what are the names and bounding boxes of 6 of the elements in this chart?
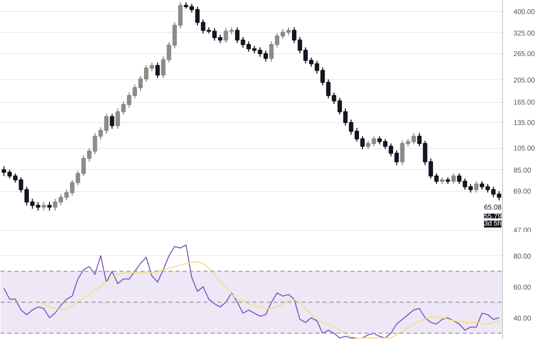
line-series xyxy=(38,261,500,338)
candlestick xyxy=(110,113,114,130)
candlestick xyxy=(474,180,479,194)
line-series xyxy=(3,244,500,338)
candlestick xyxy=(451,172,456,184)
candlestick xyxy=(155,62,160,78)
